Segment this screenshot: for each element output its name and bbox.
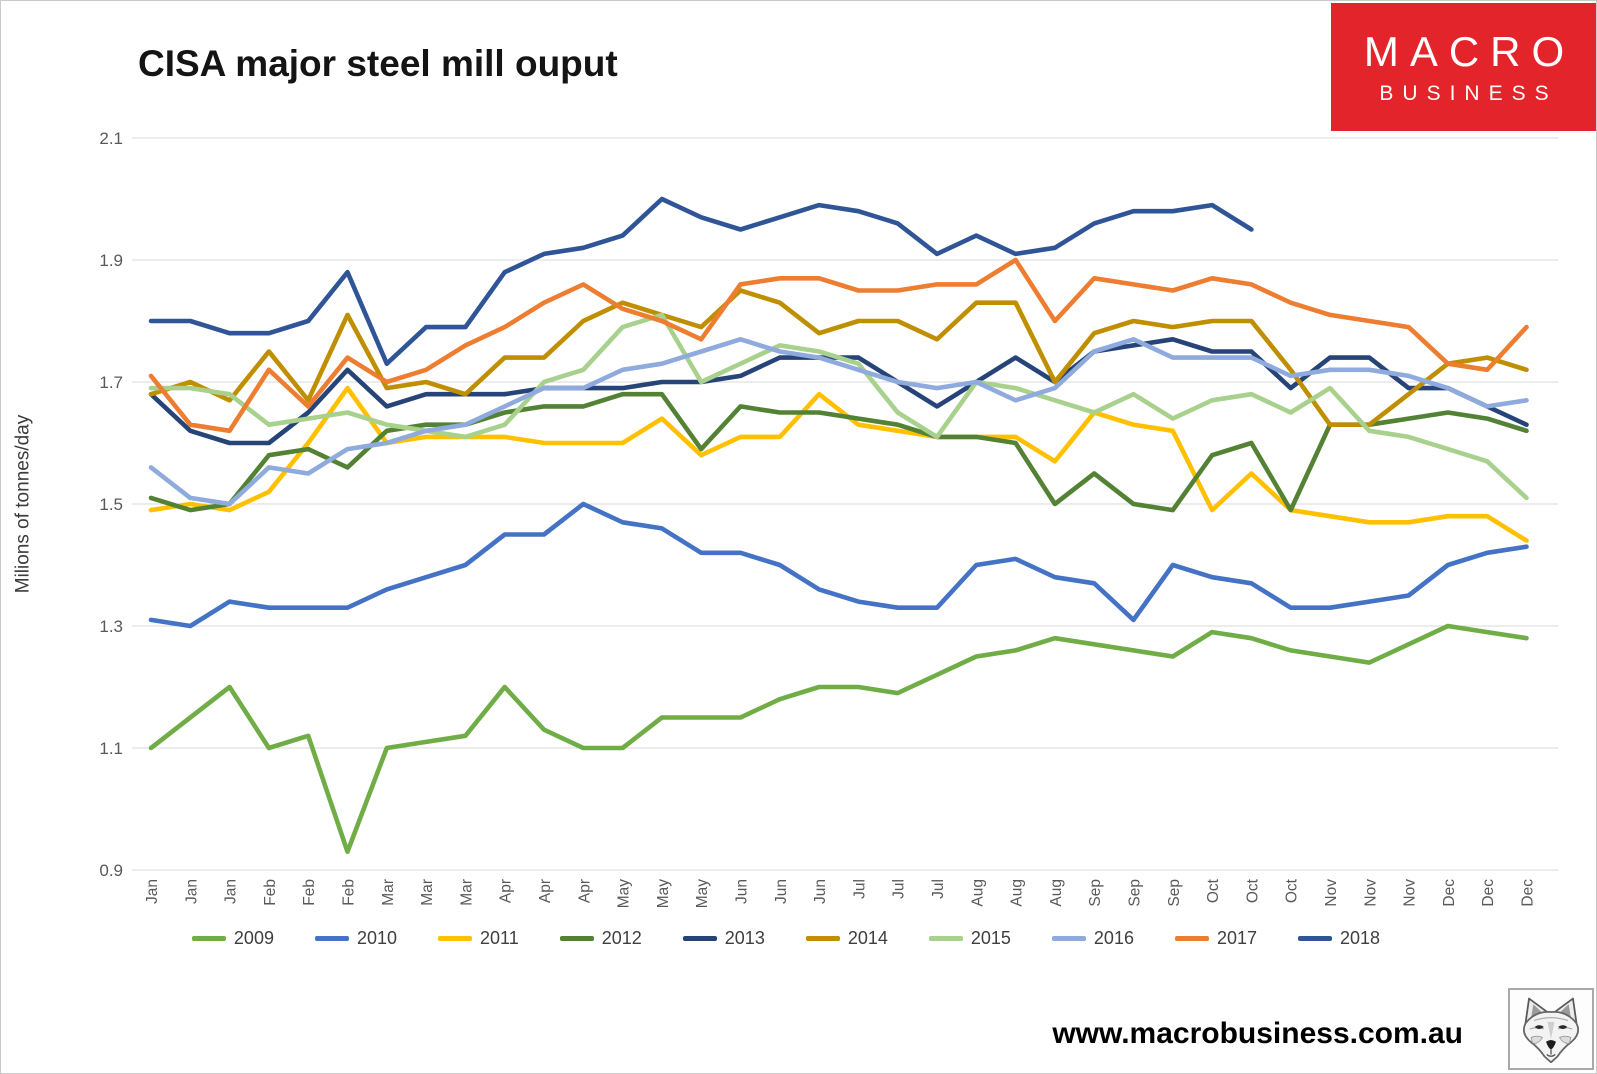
x-tick-label: Feb	[262, 879, 279, 906]
x-tick-label: Dec	[1441, 879, 1458, 907]
series-line-2015	[148, 312, 1529, 501]
x-tick-label: Feb	[301, 879, 318, 906]
series-line-2012	[148, 391, 1529, 513]
legend-label: 2011	[480, 928, 519, 948]
x-tick-label: Apr	[498, 879, 515, 903]
x-tick-label: Nov	[1323, 879, 1340, 907]
legend-swatch-2018	[1298, 936, 1333, 941]
legend-swatch-2012	[559, 936, 594, 941]
x-tick-label: Sep	[1087, 879, 1104, 907]
x-tick-label: Apr	[576, 879, 593, 903]
legend-label: 2017	[1216, 928, 1258, 948]
legend-label: 2015	[970, 928, 1011, 948]
logo-line-business: BUSINESS	[1379, 82, 1558, 105]
x-tick-label: Jul	[930, 879, 947, 899]
x-tick-label: Jul	[891, 879, 908, 899]
fox-sketch-icon	[1522, 997, 1580, 1063]
x-tick-label: Mar	[419, 879, 436, 906]
x-tick-label: Sep	[1127, 879, 1144, 907]
x-tick-label: Jun	[773, 879, 790, 904]
series-line-2013	[148, 336, 1529, 446]
chart-title: CISA major steel mill ouput	[138, 43, 618, 84]
y-tick-label: 0.9	[99, 861, 123, 880]
x-tick-label: Nov	[1362, 879, 1379, 907]
series-line-2017	[148, 257, 1529, 434]
legend-label: 2010	[356, 928, 398, 948]
x-tick-label: Mar	[458, 879, 475, 906]
x-tick-label: Nov	[1402, 879, 1419, 907]
legend-swatch-2014	[805, 936, 840, 941]
y-tick-label: 1.9	[99, 251, 123, 270]
series-line-2016	[148, 336, 1529, 507]
legend-label: 2018	[1340, 928, 1381, 948]
y-tick-label: 1.5	[99, 495, 123, 514]
series-line-2018	[148, 196, 1254, 367]
x-tick-label: May	[694, 879, 711, 909]
x-tick-label: Sep	[1166, 879, 1183, 907]
y-tick-label: 1.3	[99, 617, 123, 636]
legend-swatch-2013	[682, 936, 717, 941]
x-tick-label: May	[616, 879, 633, 909]
legend-item-2017: 2017	[1174, 928, 1258, 949]
x-tick-label: Mar	[380, 879, 397, 906]
y-tick-label: 1.7	[99, 373, 123, 392]
y-axis-title-text: Milions of tonnes/day	[12, 414, 33, 594]
footer-url-link[interactable]: www.macrobusiness.com.au	[1052, 1017, 1463, 1050]
logo-line-macro: MACRO	[1363, 28, 1576, 75]
series-line-2010	[148, 501, 1529, 629]
x-tick-label: Jan	[223, 879, 240, 904]
x-tick-label: Aug	[1009, 879, 1026, 907]
legend-item-2011: 2011	[438, 928, 519, 949]
legend-item-2013: 2013	[682, 928, 765, 949]
legend-label: 2013	[724, 928, 765, 948]
x-tick-label: Jun	[812, 879, 829, 904]
x-tick-label: Oct	[1244, 878, 1261, 903]
x-tick-label: Aug	[969, 879, 986, 907]
legend-item-2018: 2018	[1298, 928, 1380, 949]
legend-item-2014: 2014	[805, 928, 888, 949]
legend-label: 2012	[601, 928, 642, 948]
x-tick-label: Oct	[1205, 878, 1222, 903]
legend-swatch-2015	[928, 936, 963, 941]
x-tick-label: Dec	[1520, 879, 1537, 907]
legend: 2009 2010 2011 2012 2013 2014 2015 2016 2017 2018	[116, 928, 1456, 949]
legend-item-2012: 2012	[559, 928, 642, 949]
legend-item-2015: 2015	[928, 928, 1011, 949]
macro-business-logo: MACRO BUSINESS	[1331, 3, 1596, 131]
legend-swatch-2011	[438, 936, 473, 941]
x-tick-label: Apr	[537, 879, 554, 903]
x-tick-label: Jun	[734, 879, 751, 904]
legend-swatch-2016	[1051, 936, 1086, 941]
legend-item-2016: 2016	[1051, 928, 1134, 949]
legend-label: 2014	[847, 928, 888, 948]
y-tick-label: 2.1	[99, 129, 123, 148]
legend-swatch-2009	[191, 936, 226, 941]
legend-swatch-2017	[1174, 936, 1209, 941]
x-tick-label: Jan	[183, 879, 200, 904]
x-tick-label: Aug	[1048, 879, 1065, 907]
x-tick-label: Dec	[1480, 879, 1497, 907]
x-tick-label: Jul	[851, 879, 868, 899]
legend-item-2009: 2009	[191, 928, 274, 949]
legend-label: 2016	[1093, 928, 1134, 948]
x-tick-label: May	[655, 879, 672, 909]
legend-item-2010: 2010	[314, 928, 398, 949]
y-tick-label: 1.1	[99, 739, 123, 758]
legend-swatch-2010	[314, 936, 349, 941]
x-tick-label: Feb	[341, 879, 358, 906]
x-tick-label: Jan	[144, 879, 161, 904]
fox-logo	[1508, 988, 1594, 1070]
x-tick-label: Oct	[1284, 878, 1301, 903]
series-line-2009	[148, 623, 1529, 855]
legend-label: 2009	[233, 928, 274, 948]
